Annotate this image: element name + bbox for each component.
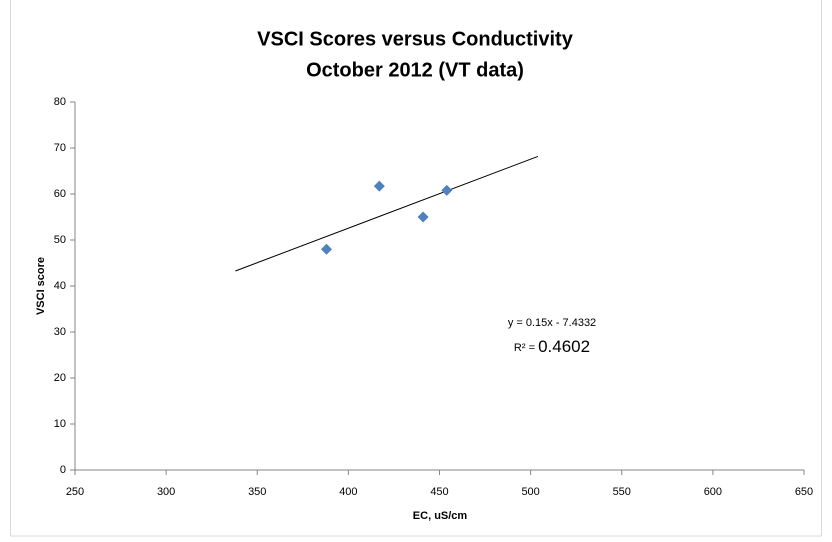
chart-subtitle: October 2012 (VT data) <box>306 59 524 81</box>
y-tick-label: 20 <box>54 372 66 384</box>
data-point <box>441 184 453 196</box>
chart-border <box>10 0 822 537</box>
x-tick-label: 350 <box>248 486 266 498</box>
y-tick-label: 80 <box>54 96 66 108</box>
r-squared-label: R² = <box>514 342 538 354</box>
y-tick-label: 50 <box>54 234 66 246</box>
x-axis-label: EC, uS/cm <box>413 510 468 522</box>
trendline-equation: y = 0.15x - 7.4332 <box>508 317 596 329</box>
x-tick-label: 650 <box>795 486 813 498</box>
data-point <box>321 243 333 255</box>
r-squared: R² = 0.4602 <box>514 337 590 356</box>
x-tick-label: 500 <box>521 486 539 498</box>
y-tick-label: 10 <box>54 418 66 430</box>
data-point <box>373 180 385 192</box>
y-axis-label: VSCI score <box>35 257 47 315</box>
y-tick-label: 30 <box>54 326 66 338</box>
chart-title: VSCI Scores versus Conductivity <box>257 28 574 50</box>
x-tick-label: 400 <box>339 486 357 498</box>
r-squared-value: 0.4602 <box>538 337 590 356</box>
y-tick-label: 40 <box>54 280 66 292</box>
x-tick-label: 250 <box>66 486 84 498</box>
x-tick-label: 550 <box>613 486 631 498</box>
y-tick-label: 0 <box>60 464 66 476</box>
data-point <box>417 211 429 223</box>
y-tick-label: 70 <box>54 142 66 154</box>
y-tick-label: 60 <box>54 188 66 200</box>
x-tick-label: 450 <box>430 486 448 498</box>
x-tick-label: 600 <box>704 486 722 498</box>
x-tick-label: 300 <box>157 486 175 498</box>
trendline <box>235 155 539 272</box>
